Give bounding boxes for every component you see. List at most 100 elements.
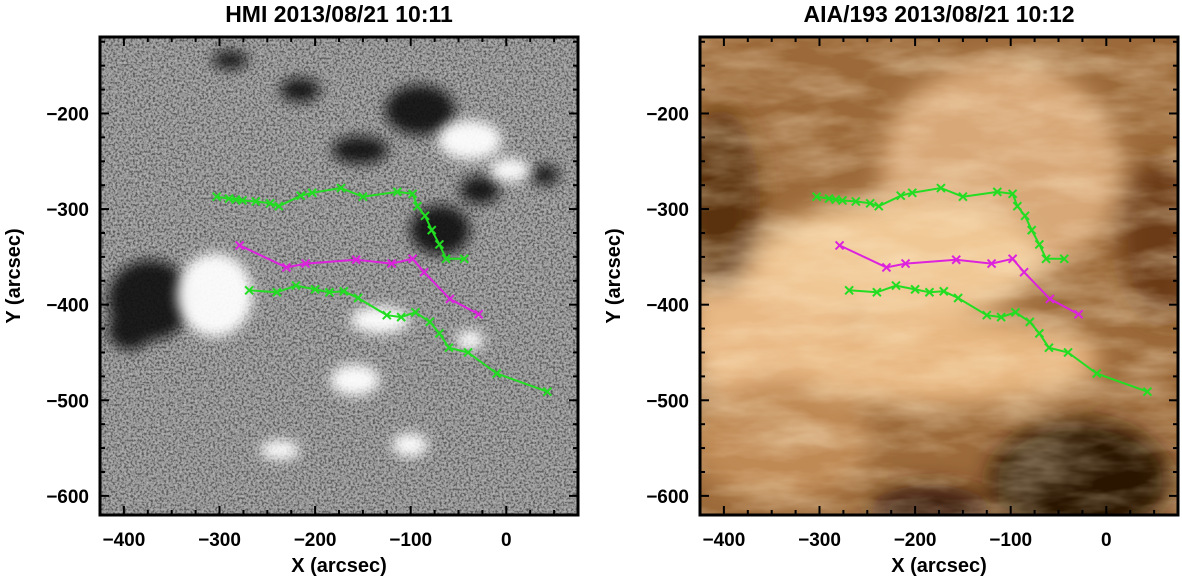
hmi-trace-point xyxy=(445,294,455,304)
hmi-trace-point xyxy=(410,307,421,318)
hmi-trace-point xyxy=(324,287,335,297)
aia-trace-point xyxy=(1034,239,1045,250)
aia-trace-point xyxy=(996,312,1006,322)
aia-panel: AIA/193 2013/08/21 10:12 −400 −300 −200 −10… xyxy=(603,1,1180,577)
aia-ytick-label: −400 xyxy=(646,296,689,317)
aia-trace-point xyxy=(992,187,1003,197)
hmi-trace-point xyxy=(274,201,284,211)
aia-trace-point xyxy=(1025,317,1035,327)
aia-ytick-label: −300 xyxy=(646,200,689,221)
aia-trace-point xyxy=(1034,328,1045,339)
hmi-trace-point xyxy=(444,342,454,353)
aia-title: AIA/193 2013/08/21 10:12 xyxy=(803,1,1074,27)
hmi-trace-point xyxy=(386,258,397,269)
hmi-trace-point xyxy=(310,284,320,295)
hmi-panel: HMI 2013/08/21 10:11 xyxy=(3,1,580,577)
hmi-image xyxy=(100,37,578,515)
aia-xtick-label: −300 xyxy=(798,530,841,551)
aia-image xyxy=(700,37,1178,515)
hmi-traces xyxy=(211,183,553,397)
aia-trace-point xyxy=(1142,386,1153,397)
aia-trace-point xyxy=(986,258,997,269)
hmi-trace-point xyxy=(351,255,361,265)
hmi-trace-point xyxy=(296,190,306,201)
aia-trace-point xyxy=(910,284,920,295)
hmi-ytick-label: −400 xyxy=(46,296,89,317)
hmi-trace-point xyxy=(420,211,430,221)
aia-trace-point xyxy=(891,280,901,291)
hmi-trace-point xyxy=(459,254,469,264)
hmi-trace-point xyxy=(425,317,435,327)
hmi-ytick-label: −200 xyxy=(46,104,89,125)
hmi-trace-point xyxy=(339,286,349,297)
hmi-ytick-label: −500 xyxy=(46,391,89,412)
hmi-trace-point xyxy=(427,225,437,235)
hmi-trace-point xyxy=(307,188,317,198)
aia-xtick-label: 0 xyxy=(1101,530,1112,551)
aia-trace-point xyxy=(865,198,875,209)
aia-trace-point xyxy=(1007,254,1018,264)
aia-ytick-label: −600 xyxy=(646,487,689,508)
aia-trace-point xyxy=(872,287,882,297)
aia-trace-point xyxy=(1092,368,1102,379)
hmi-trace-point xyxy=(396,312,406,322)
hmi-xtick-label: −300 xyxy=(198,530,241,551)
aia-trace-point xyxy=(1020,211,1030,221)
aia-trace-point xyxy=(907,188,917,198)
aia-trace-point xyxy=(900,258,911,269)
aia-trace-point xyxy=(958,191,968,202)
aia-trace-point xyxy=(953,293,963,303)
aia-trace-point xyxy=(1073,309,1084,319)
hmi-trace-point xyxy=(441,254,451,264)
aia-trace-point xyxy=(1041,254,1051,264)
hmi-trace-point xyxy=(336,183,346,193)
hmi-ytick-label: −300 xyxy=(46,200,89,221)
hmi-title: HMI 2013/08/21 10:11 xyxy=(225,1,453,27)
hmi-trace-point xyxy=(434,239,445,250)
aia-trace-point xyxy=(1010,307,1021,318)
hmi-trace-point xyxy=(473,309,484,319)
hmi-trace-point xyxy=(211,191,222,202)
hmi-xtick-label: 0 xyxy=(501,530,512,551)
aia-trace-point xyxy=(834,240,845,251)
hmi-trace-point xyxy=(434,328,445,339)
aia-trace-point xyxy=(844,285,854,296)
aia-trace-point xyxy=(851,196,861,207)
hmi-trace-point xyxy=(291,280,301,291)
hmi-xlabel: X (arcsec) xyxy=(291,555,387,577)
aia-trace-point xyxy=(951,255,961,265)
hmi-trace-green-2 xyxy=(249,284,548,393)
aia-trace-point xyxy=(1019,267,1029,277)
hmi-trace-point xyxy=(353,293,363,303)
aia-trace-point xyxy=(881,262,892,273)
aia-trace-point xyxy=(1044,342,1054,353)
hmi-ytick-label: −600 xyxy=(46,487,89,508)
aia-trace-point xyxy=(939,286,949,297)
hmi-trace-point xyxy=(382,310,392,320)
hmi-ticks: −400 −300 −200 −100 0 −200 −300 −400 −500 −600 xyxy=(46,37,579,551)
hmi-trace-point xyxy=(265,198,275,209)
hmi-trace-point xyxy=(244,285,254,296)
aia-trace-point xyxy=(1059,254,1069,264)
aia-traces xyxy=(811,183,1153,397)
aia-xtick-label: −100 xyxy=(989,530,1032,551)
aia-trace-point xyxy=(982,310,992,320)
hmi-ylabel: Y (arcsec) xyxy=(3,228,25,323)
aia-trace-point xyxy=(936,183,946,193)
aia-ylabel: Y (arcsec) xyxy=(603,228,625,323)
aia-trace-green-2 xyxy=(849,284,1148,393)
hmi-trace-point xyxy=(272,287,282,297)
hmi-xtick-label: −200 xyxy=(294,530,337,551)
hmi-trace-point xyxy=(412,201,423,211)
aia-trace-point xyxy=(874,201,884,211)
hmi-trace-point xyxy=(407,254,418,264)
hmi-trace-point xyxy=(419,267,429,277)
hmi-trace-point xyxy=(237,195,248,206)
hmi-trace-point xyxy=(358,191,368,202)
aia-trace-point xyxy=(896,190,906,201)
aia-xlabel: X (arcsec) xyxy=(891,555,987,577)
hmi-trace-point xyxy=(251,196,261,207)
aia-trace-point xyxy=(1012,201,1023,211)
aia-trace-point xyxy=(1063,347,1073,358)
hmi-trace-point xyxy=(463,347,473,358)
